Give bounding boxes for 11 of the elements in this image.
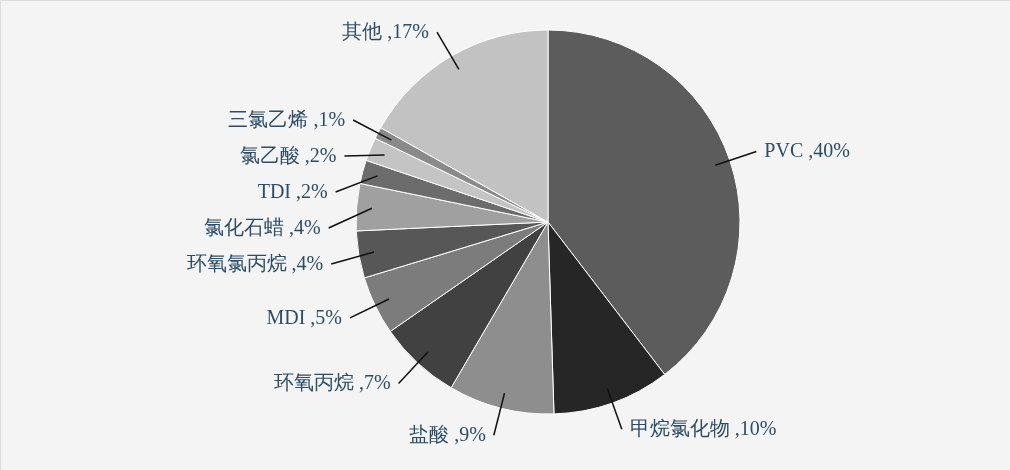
- slice-label: 氯化石蜡 ,4%: [203, 215, 321, 238]
- slice-label: 环氧丙烷 ,7%: [273, 371, 391, 394]
- slice-label: 其他 ,17%: [342, 20, 430, 43]
- slice-label: 盐酸 ,9%: [409, 423, 486, 446]
- slice-label: 氯乙酸 ,2%: [239, 143, 337, 166]
- slice-label: PVC ,40%: [764, 139, 850, 162]
- slice-label: 环氧氯丙烷 ,4%: [186, 251, 324, 274]
- slice-label: 三氯乙烯 ,1%: [228, 107, 346, 130]
- slice-label: TDI ,2%: [257, 179, 328, 202]
- slice-label: MDI ,5%: [266, 305, 342, 328]
- slice-label: 甲烷氯化物 ,10%: [629, 417, 777, 440]
